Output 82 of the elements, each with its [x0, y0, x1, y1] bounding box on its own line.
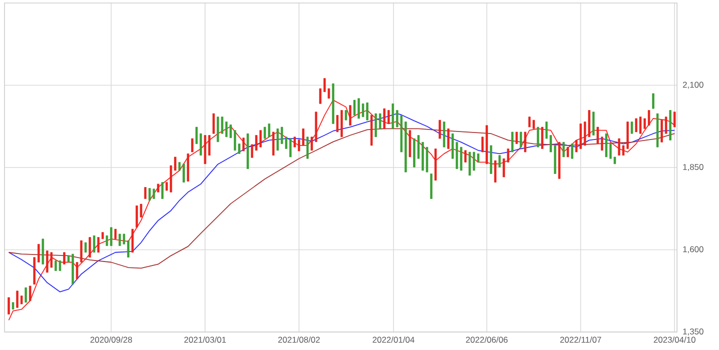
candlestick	[349, 104, 352, 126]
candlestick	[374, 113, 377, 138]
candlestick	[110, 227, 112, 246]
candlestick	[635, 118, 638, 132]
candlestick	[387, 110, 390, 124]
candlestick	[16, 290, 18, 308]
x-tick-label: 2021/08/02	[278, 336, 320, 343]
candlestick	[97, 236, 100, 253]
candlestick	[306, 136, 309, 159]
candlestick	[344, 110, 348, 120]
candlestick	[191, 138, 194, 152]
candlestick	[494, 160, 496, 183]
y-tick-label: 1,350	[683, 328, 704, 336]
x-tick-label: 2022/01/04	[372, 336, 414, 343]
candlestick	[460, 146, 462, 171]
candlestick	[268, 123, 270, 138]
candlestick	[438, 120, 441, 139]
candlestick	[84, 242, 87, 253]
candlestick	[152, 188, 156, 200]
candlestick	[536, 126, 540, 148]
candlestick	[566, 146, 569, 158]
x-tick-label: 2021/03/01	[184, 336, 226, 343]
candlestick	[319, 88, 322, 104]
candlestick	[511, 132, 514, 152]
y-tick-label: 2,100	[682, 82, 704, 89]
candlestick	[648, 110, 650, 126]
candlestick	[212, 113, 215, 134]
candlestick	[528, 116, 531, 128]
candlestick	[242, 138, 245, 152]
candlestick	[272, 132, 275, 156]
candlestick	[592, 112, 595, 136]
candlestick	[447, 128, 450, 150]
candlestick	[618, 138, 620, 156]
candlestick	[524, 132, 526, 152]
candlestick	[571, 143, 574, 159]
y-tick-label: 1,600	[683, 246, 704, 254]
candlestick	[498, 154, 501, 168]
candlestick	[464, 150, 467, 163]
candlestick	[516, 132, 518, 144]
candlestick	[673, 112, 676, 128]
candlestick	[383, 108, 386, 130]
candlestick	[575, 140, 578, 152]
candlestick	[259, 130, 262, 148]
candlestick	[639, 116, 642, 134]
candlestick	[562, 142, 565, 158]
candlestick	[221, 116, 224, 134]
x-tick-label: 2022/11/07	[560, 336, 602, 343]
candlestick	[630, 121, 634, 134]
candlestick	[88, 236, 91, 258]
candlestick	[63, 252, 66, 265]
candlestick	[264, 126, 266, 139]
candlestick	[378, 113, 382, 130]
candlestick	[24, 287, 27, 303]
candlestick	[506, 148, 510, 163]
candlestick	[38, 244, 40, 263]
candlestick	[106, 235, 108, 246]
candlestick	[28, 286, 32, 301]
candlestick	[652, 93, 654, 109]
candlestick	[161, 182, 164, 200]
x-tick-label: 2022/06/06	[466, 336, 508, 343]
y-tick-label: 1,850	[683, 164, 704, 171]
candlestick	[8, 297, 10, 315]
candlestick	[114, 228, 117, 240]
candlestick	[58, 260, 62, 272]
x-tick-label: 2020/09/28	[90, 336, 132, 343]
candlestick	[502, 158, 505, 178]
candlestick	[140, 204, 142, 218]
x-tick-label: 2023/04/10	[654, 336, 696, 343]
candlestick	[310, 136, 313, 151]
candlestick	[541, 126, 544, 150]
candlestick	[148, 188, 151, 201]
candlestick	[93, 235, 96, 253]
candlestick	[136, 205, 138, 228]
candlestick	[46, 250, 48, 273]
candlestick	[353, 100, 356, 116]
candlestick	[520, 132, 522, 148]
candlestick	[144, 186, 146, 200]
candlestick	[336, 114, 339, 132]
candlestick	[131, 228, 134, 253]
candlestick	[289, 138, 292, 158]
candlestick	[276, 128, 279, 151]
candlestick	[584, 121, 586, 146]
